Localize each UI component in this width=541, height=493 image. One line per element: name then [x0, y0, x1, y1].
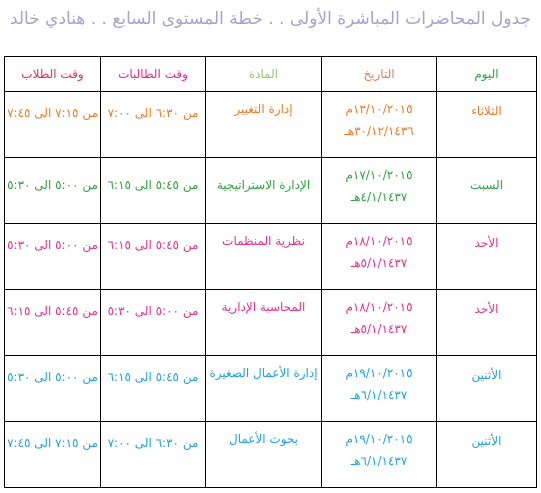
table-row: الأحد ١٨/١٠/٢٠١٥م ٥/١/١٤٣٧هـ المحاسبة ال…	[4, 289, 537, 356]
male-time-cell: من ٥:٠٠ الى ٥:٣٠	[4, 355, 101, 422]
male-time-text: من ٥:٠٠ الى ٥:٣٠	[7, 238, 98, 252]
hijri-date: ٥/١/١٤٣٧هـ	[350, 256, 408, 270]
male-time-cell: من ٥:٠٠ الى ٥:٣٠	[4, 223, 101, 290]
day-cell: الأثنين	[436, 355, 537, 422]
female-time-text: من ٥:٤٥ الى ٦:١٥	[107, 370, 199, 384]
subject-cell: إدارة التغيير	[205, 91, 322, 158]
female-time-text: من ٥:٤٥ الى ٦:١٥	[107, 178, 199, 192]
day-text: الأحد	[474, 236, 499, 250]
hijri-date: ٥/١/١٤٣٧هـ	[350, 322, 408, 336]
gregorian-date: ١٨/١٠/٢٠١٥م	[345, 234, 413, 248]
day-cell: السبت	[436, 157, 537, 224]
header-date: التاريخ	[321, 56, 437, 92]
male-time-cell: من ٧:١٥ الى ٧:٤٥	[4, 91, 101, 158]
female-time-cell: من ٦:٣٠ الى ٧:٠٠	[100, 421, 206, 488]
female-time-text: من ٦:٣٠ الى ٧:٠٠	[107, 106, 199, 120]
gregorian-date: ١٧/١٠/٢٠١٥م	[345, 168, 413, 182]
male-time-cell: من ٧:١٥ الى ٧:٤٥	[4, 421, 101, 488]
subject-text: الإدارة الاستراتيجية	[216, 178, 311, 192]
day-text: الأثنين	[471, 434, 502, 448]
subject-cell: إدارة الأعمال الصغيرة	[205, 355, 322, 422]
header-female-time: وقت الطالبات	[100, 56, 206, 92]
table-row: الأثنين ١٩/١٠/٢٠١٥م ٦/١/١٤٣٧هـ بحوث الأع…	[4, 421, 537, 488]
date-cell: ١٩/١٠/٢٠١٥م ٦/١/١٤٣٧هـ	[321, 355, 437, 422]
male-time-text: من ٧:١٥ الى ٧:٤٥	[7, 106, 98, 120]
lecture-schedule-table: اليوم التاريخ المادة وقت الطالبات وقت ال…	[4, 56, 537, 488]
day-text: الأثنين	[471, 368, 502, 382]
gregorian-date: ١٣/١٠/٢٠١٥م	[345, 102, 413, 116]
male-time-cell: من ٥:٠٠ الى ٥:٣٠	[4, 157, 101, 224]
subject-text: بحوث الأعمال	[228, 432, 299, 446]
hijri-date: ٦/١/١٤٣٧هـ	[350, 454, 408, 468]
female-time-text: من ٥:٠٠ الى ٥:٣٠	[107, 304, 199, 318]
subject-cell: بحوث الأعمال	[205, 421, 322, 488]
subject-cell: المحاسبة الإدارية	[205, 289, 322, 356]
page-title: جدول المحاضرات المباشرة الأولى . . خطة ا…	[9, 9, 532, 29]
date-cell: ١٩/١٠/٢٠١٥م ٦/١/١٤٣٧هـ	[321, 421, 437, 488]
header-subject: المادة	[205, 56, 322, 92]
day-cell: الأحد	[436, 289, 537, 356]
date-cell: ١٣/١٠/٢٠١٥م ٣٠/١٢/١٤٣٦هـ	[321, 91, 437, 158]
subject-cell: نظرية المنظمات	[205, 223, 322, 290]
date-cell: ١٨/١٠/٢٠١٥م ٥/١/١٤٣٧هـ	[321, 223, 437, 290]
gregorian-date: ١٩/١٠/٢٠١٥م	[345, 432, 413, 446]
hijri-date: ٣٠/١٢/١٤٣٦هـ	[344, 124, 414, 138]
subject-cell: الإدارة الاستراتيجية	[205, 157, 322, 224]
table-row: السبت ١٧/١٠/٢٠١٥م ٤/١/١٤٣٧هـ الإدارة الا…	[4, 157, 537, 224]
day-cell: الثلاثاء	[436, 91, 537, 158]
gregorian-date: ١٨/١٠/٢٠١٥م	[345, 300, 413, 314]
header-row: اليوم التاريخ المادة وقت الطالبات وقت ال…	[4, 56, 537, 92]
header-day: اليوم	[436, 56, 537, 92]
subject-text: إدارة الأعمال الصغيرة	[209, 366, 318, 380]
male-time-text: من ٧:١٥ الى ٧:٤٥	[7, 436, 98, 450]
male-time-text: من ٥:٠٠ الى ٥:٣٠	[7, 178, 98, 192]
female-time-text: من ٥:٤٥ الى ٦:١٥	[107, 238, 199, 252]
day-cell: الأثنين	[436, 421, 537, 488]
male-time-cell: من ٥:٤٥ الى ٦:١٥	[4, 289, 101, 356]
date-cell: ١٧/١٠/٢٠١٥م ٤/١/١٤٣٧هـ	[321, 157, 437, 224]
hijri-date: ٤/١/١٤٣٧هـ	[350, 190, 408, 204]
female-time-cell: من ٥:٤٥ الى ٦:١٥	[100, 157, 206, 224]
day-text: الأحد	[474, 302, 499, 316]
subject-text: إدارة التغيير	[234, 102, 293, 116]
day-text: الثلاثاء	[471, 104, 502, 118]
gregorian-date: ١٩/١٠/٢٠١٥م	[345, 366, 413, 380]
female-time-cell: من ٥:٤٥ الى ٦:١٥	[100, 223, 206, 290]
table-row: الثلاثاء ١٣/١٠/٢٠١٥م ٣٠/١٢/١٤٣٦هـ إدارة …	[4, 91, 537, 158]
female-time-cell: من ٥:٠٠ الى ٥:٣٠	[100, 289, 206, 356]
table-row: الأحد ١٨/١٠/٢٠١٥م ٥/١/١٤٣٧هـ نظرية المنظ…	[4, 223, 537, 290]
header-male-time: وقت الطلاب	[4, 56, 101, 92]
day-cell: الأحد	[436, 223, 537, 290]
date-cell: ١٨/١٠/٢٠١٥م ٥/١/١٤٣٧هـ	[321, 289, 437, 356]
hijri-date: ٦/١/١٤٣٧هـ	[350, 388, 408, 402]
male-time-text: من ٥:٤٥ الى ٦:١٥	[7, 304, 98, 318]
subject-text: نظرية المنظمات	[222, 234, 305, 248]
subject-text: المحاسبة الإدارية	[221, 300, 306, 314]
female-time-text: من ٦:٣٠ الى ٧:٠٠	[107, 436, 199, 450]
female-time-cell: من ٦:٣٠ الى ٧:٠٠	[100, 91, 206, 158]
table-row: الأثنين ١٩/١٠/٢٠١٥م ٦/١/١٤٣٧هـ إدارة الأ…	[4, 355, 537, 422]
female-time-cell: من ٥:٤٥ الى ٦:١٥	[100, 355, 206, 422]
day-text: السبت	[469, 178, 504, 192]
male-time-text: من ٥:٠٠ الى ٥:٣٠	[7, 370, 98, 384]
